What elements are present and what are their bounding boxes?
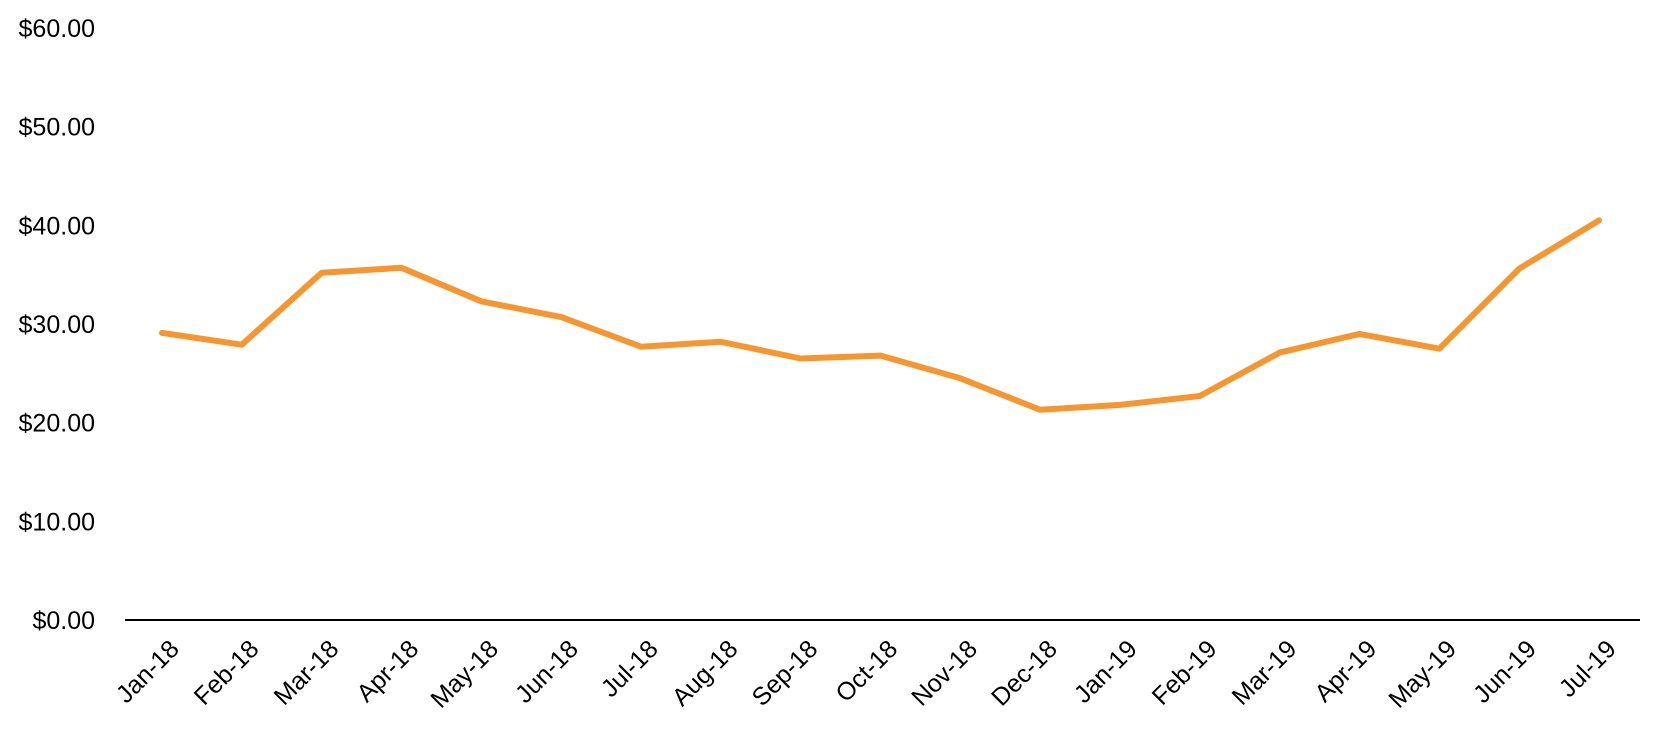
x-tick-label: Mar-18 [269, 635, 345, 711]
x-axis-tick-labels: Jan-18 Feb-18 Mar-18 Apr-18 May-18 Jun-18 Jul-… [111, 635, 1622, 714]
x-tick-label: Jan-19 [1069, 635, 1143, 709]
y-tick-label: $20.00 [19, 410, 95, 438]
y-tick-label: $40.00 [19, 212, 95, 240]
x-tick-label: Jul-19 [1554, 635, 1622, 703]
x-tick-label: Jun-19 [1468, 635, 1542, 709]
y-tick-label: $50.00 [19, 114, 95, 142]
x-tick-label: Jun-18 [510, 635, 584, 709]
x-tick-label: May-18 [425, 635, 504, 714]
x-tick-label: Jan-18 [111, 635, 185, 709]
x-tick-label: Mar-19 [1227, 635, 1303, 711]
x-tick-label: Feb-18 [189, 635, 265, 711]
series-line [159, 217, 1602, 413]
y-tick-label: $30.00 [19, 311, 95, 339]
y-tick-label: $10.00 [19, 508, 95, 536]
y-tick-label: $0.00 [32, 607, 95, 635]
x-tick-label: Feb-19 [1147, 635, 1223, 711]
x-tick-label: Aug-18 [667, 635, 744, 712]
x-tick-label: Apr-19 [1309, 635, 1382, 708]
y-tick-label: $60.00 [19, 15, 95, 43]
x-tick-label: Dec-18 [986, 635, 1063, 712]
x-tick-label: Sep-18 [747, 635, 824, 712]
x-tick-label: Jul-18 [596, 635, 664, 703]
x-tick-label: Oct-18 [830, 635, 903, 708]
x-tick-label: May-19 [1383, 635, 1462, 714]
series-group [159, 217, 1602, 413]
x-tick-label: Apr-18 [351, 635, 424, 708]
y-axis-tick-labels: $0.00 $10.00 $20.00 $30.00 $40.00 $50.00 $60.0… [19, 15, 95, 635]
x-tick-label: Nov-18 [906, 635, 983, 712]
